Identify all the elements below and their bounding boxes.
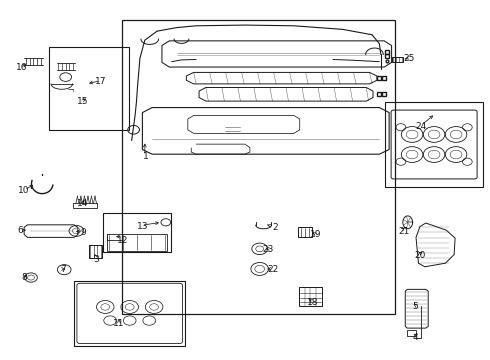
Text: 25: 25	[403, 54, 415, 63]
Text: 16: 16	[16, 63, 27, 72]
Text: 19: 19	[310, 230, 321, 239]
Text: 8: 8	[21, 273, 27, 282]
Text: 4: 4	[412, 333, 418, 342]
Text: 2: 2	[272, 223, 278, 232]
Text: 21: 21	[398, 228, 410, 237]
Text: 9: 9	[80, 228, 86, 237]
Text: 23: 23	[263, 246, 274, 255]
Text: 1: 1	[144, 152, 149, 161]
Text: 12: 12	[117, 236, 128, 245]
Text: 11: 11	[113, 319, 124, 328]
Text: 7: 7	[60, 265, 66, 274]
Text: 13: 13	[137, 222, 148, 231]
Text: 24: 24	[415, 122, 426, 131]
Text: 10: 10	[19, 186, 30, 195]
Text: 6: 6	[17, 226, 23, 235]
Text: 14: 14	[77, 199, 89, 208]
Text: 22: 22	[268, 265, 279, 274]
Text: 5: 5	[412, 302, 418, 311]
Text: 18: 18	[307, 298, 318, 307]
Text: 15: 15	[77, 96, 89, 105]
Text: 17: 17	[95, 77, 107, 86]
Text: 20: 20	[414, 251, 426, 260]
Text: 3: 3	[93, 255, 99, 264]
